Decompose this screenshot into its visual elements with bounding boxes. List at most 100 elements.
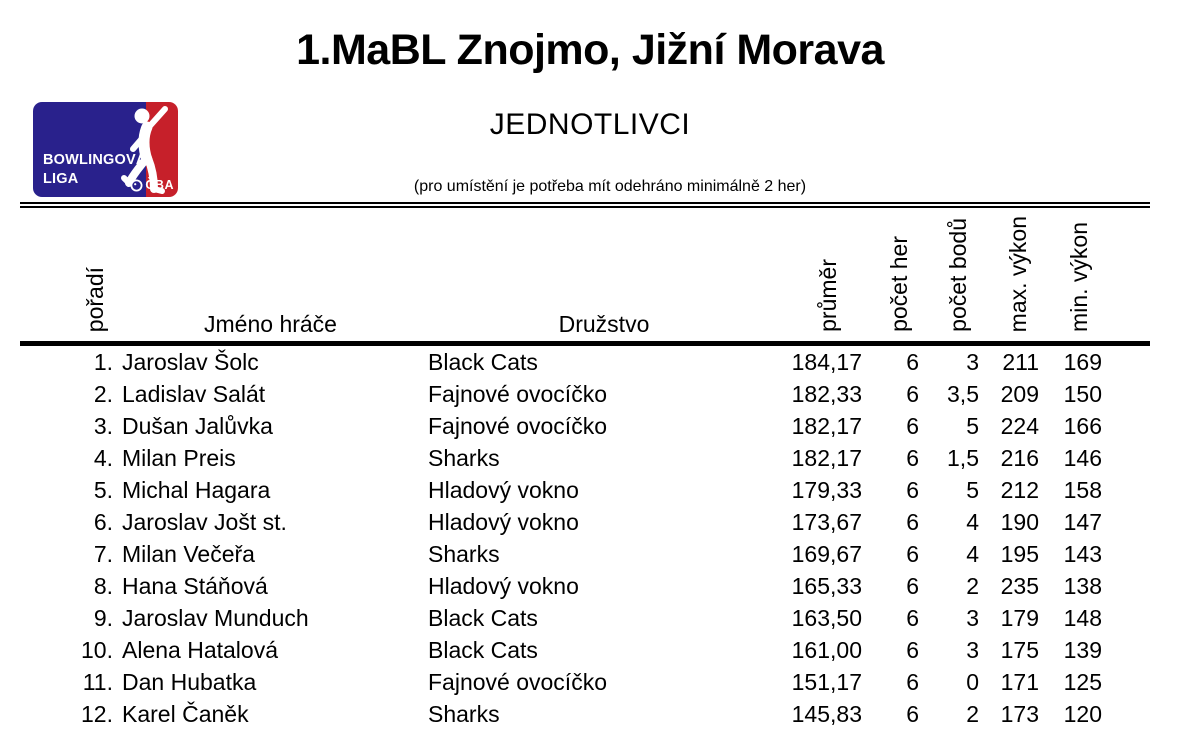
- qualification-note: (pro umístění je potřeba mít odehráno mi…: [413, 178, 807, 195]
- rank-cell: 1.: [93, 348, 113, 375]
- standings-body: 1. Jaroslav Šolc Black Cats 184,17 6 3 2…: [20, 344, 1150, 731]
- rank-cell: 10.: [81, 636, 113, 663]
- min-score-cell: 143: [1063, 540, 1102, 567]
- spacer-cell: [1105, 506, 1150, 538]
- header-row: pořadí Jméno hráče Družstvo průměr počet…: [20, 210, 1150, 344]
- min-score-cell: 125: [1063, 668, 1102, 695]
- team-cell: Sharks: [428, 540, 500, 567]
- spacer-cell: [1105, 538, 1150, 570]
- col-header-min-score: min. výkon: [1066, 222, 1093, 332]
- cba-badge-label: ČBA: [145, 178, 174, 192]
- min-score-cell: 150: [1063, 380, 1102, 407]
- table-row: 6. Jaroslav Jošt st. Hladový vokno 173,6…: [20, 506, 1150, 538]
- max-score-cell: 216: [1000, 444, 1039, 471]
- col-header-rank: pořadí: [81, 266, 108, 332]
- points-cell: 5: [966, 412, 979, 439]
- average-cell: 179,33: [791, 476, 862, 503]
- games-cell: 6: [906, 540, 919, 567]
- max-score-cell: 209: [1000, 380, 1039, 407]
- double-rule-divider: [20, 202, 1150, 208]
- max-score-cell: 224: [1000, 412, 1039, 439]
- table-row: 4. Milan Preis Sharks 182,17 6 1,5 216 1…: [20, 442, 1150, 474]
- team-cell: Fajnové ovocíčko: [428, 412, 607, 439]
- player-name-cell: Karel Čaněk: [122, 700, 249, 727]
- average-cell: 163,50: [791, 604, 862, 631]
- player-name-cell: Michal Hagara: [122, 476, 271, 503]
- col-header-average: průměr: [815, 259, 842, 332]
- spacer-cell: [1105, 570, 1150, 602]
- logo-wordmark: BOWLINGOVÁ LIGA: [43, 151, 147, 189]
- average-cell: 173,67: [791, 508, 862, 535]
- team-cell: Hladový vokno: [428, 476, 579, 503]
- games-cell: 6: [906, 508, 919, 535]
- max-score-cell: 190: [1000, 508, 1039, 535]
- average-cell: 161,00: [791, 636, 862, 663]
- rank-cell: 5.: [93, 476, 113, 503]
- games-cell: 6: [906, 700, 919, 727]
- rank-cell: 9.: [93, 604, 113, 631]
- col-header-team: Družstvo: [558, 311, 650, 337]
- table-row: 10. Alena Hatalová Black Cats 161,00 6 3…: [20, 634, 1150, 666]
- spacer-cell: [1105, 634, 1150, 666]
- table-row: 5. Michal Hagara Hladový vokno 179,33 6 …: [20, 474, 1150, 506]
- games-cell: 6: [906, 476, 919, 503]
- rank-cell: 6.: [93, 508, 113, 535]
- team-cell: Hladový vokno: [428, 572, 579, 599]
- points-cell: 3,5: [947, 380, 979, 407]
- rank-cell: 7.: [93, 540, 113, 567]
- team-cell: Sharks: [428, 444, 500, 471]
- col-header-points: počet bodů: [944, 218, 971, 332]
- rank-cell: 2.: [93, 380, 113, 407]
- player-name-cell: Jaroslav Šolc: [122, 348, 259, 375]
- points-cell: 3: [966, 636, 979, 663]
- min-score-cell: 139: [1063, 636, 1102, 663]
- rank-cell: 8.: [93, 572, 113, 599]
- team-cell: Black Cats: [428, 348, 538, 375]
- table-row: 11. Dan Hubatka Fajnové ovocíčko 151,17 …: [20, 666, 1150, 698]
- rank-cell: 11.: [82, 668, 113, 695]
- section-title: JEDNOTLIVCI: [489, 108, 691, 141]
- team-cell: Black Cats: [428, 604, 538, 631]
- min-score-cell: 147: [1063, 508, 1102, 535]
- games-cell: 6: [906, 636, 919, 663]
- table-row: 3. Dušan Jalůvka Fajnové ovocíčko 182,17…: [20, 410, 1150, 442]
- table-row: 1. Jaroslav Šolc Black Cats 184,17 6 3 2…: [20, 344, 1150, 379]
- player-name-cell: Milan Preis: [122, 444, 236, 471]
- min-score-cell: 148: [1063, 604, 1102, 631]
- logo-line1: BOWLINGOVÁ: [43, 152, 147, 168]
- col-header-spacer: [1105, 210, 1150, 344]
- cba-badge: ČBA: [130, 178, 174, 192]
- team-cell: Sharks: [428, 700, 500, 727]
- spacer-cell: [1105, 442, 1150, 474]
- table-row: 7. Milan Večeřa Sharks 169,67 6 4 195 14…: [20, 538, 1150, 570]
- points-cell: 3: [966, 348, 979, 375]
- bowler-silhouette-icon: [121, 106, 168, 194]
- games-cell: 6: [906, 380, 919, 407]
- max-score-cell: 195: [1000, 540, 1039, 567]
- player-name-cell: Hana Stáňová: [122, 572, 268, 599]
- spacer-cell: [1105, 602, 1150, 634]
- page-title: 1.MaBL Znojmo, Jižní Morava: [296, 26, 884, 74]
- points-cell: 3: [966, 604, 979, 631]
- player-name-cell: Jaroslav Jošt st.: [122, 508, 287, 535]
- col-header-games-played: počet her: [886, 236, 913, 332]
- rank-cell: 4.: [93, 444, 113, 471]
- spacer-cell: [1105, 666, 1150, 698]
- min-score-cell: 166: [1063, 412, 1102, 439]
- player-name-cell: Milan Večeřa: [122, 540, 255, 567]
- games-cell: 6: [906, 572, 919, 599]
- max-score-cell: 179: [1000, 604, 1039, 631]
- table-row: 8. Hana Stáňová Hladový vokno 165,33 6 2…: [20, 570, 1150, 602]
- spacer-cell: [1105, 698, 1150, 730]
- max-score-cell: 175: [1000, 636, 1039, 663]
- team-cell: Fajnové ovocíčko: [428, 668, 607, 695]
- average-cell: 169,67: [791, 540, 862, 567]
- min-score-cell: 158: [1063, 476, 1102, 503]
- max-score-cell: 173: [1000, 700, 1039, 727]
- spacer-cell: [1105, 378, 1150, 410]
- average-cell: 182,33: [791, 380, 862, 407]
- table-row: 2. Ladislav Salát Fajnové ovocíčko 182,3…: [20, 378, 1150, 410]
- table-row: 9. Jaroslav Munduch Black Cats 163,50 6 …: [20, 602, 1150, 634]
- player-name-cell: Jaroslav Munduch: [122, 604, 309, 631]
